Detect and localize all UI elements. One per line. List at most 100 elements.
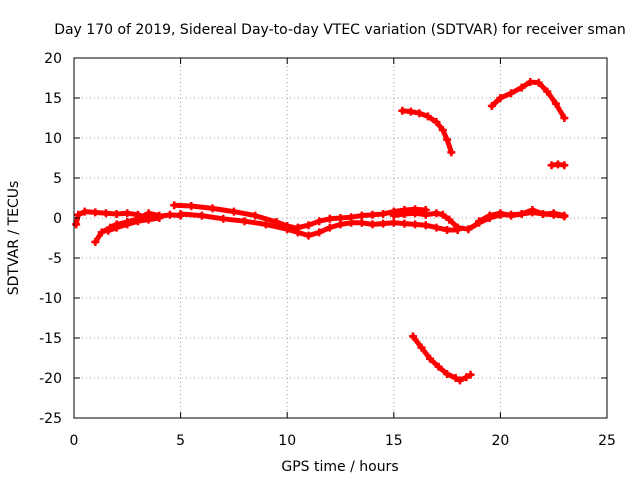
data-point bbox=[496, 209, 505, 218]
series-trace bbox=[489, 79, 567, 121]
data-point bbox=[411, 209, 420, 218]
data-point bbox=[432, 209, 441, 218]
data-point bbox=[400, 210, 409, 218]
data-point bbox=[325, 214, 334, 223]
data-point bbox=[187, 202, 196, 210]
data-point bbox=[379, 219, 388, 228]
data-point bbox=[144, 215, 153, 224]
data-point bbox=[539, 210, 548, 218]
data-point bbox=[400, 219, 409, 228]
data-point bbox=[208, 204, 217, 213]
series-trace bbox=[178, 211, 461, 239]
data-point bbox=[80, 207, 89, 216]
data-point bbox=[240, 217, 249, 226]
series-arc-11 bbox=[547, 160, 569, 170]
x-tick-label: 15 bbox=[385, 433, 403, 449]
data-point bbox=[443, 135, 452, 144]
data-point bbox=[368, 210, 377, 219]
data-point bbox=[432, 118, 441, 126]
y-tick-label: 15 bbox=[44, 91, 62, 107]
grid bbox=[74, 58, 607, 418]
data-point bbox=[155, 214, 164, 222]
data-point bbox=[475, 217, 484, 226]
series-arc-5 bbox=[176, 210, 462, 240]
data-point bbox=[379, 210, 388, 218]
data-point bbox=[415, 109, 424, 118]
data-point bbox=[447, 148, 456, 157]
data-point bbox=[101, 209, 110, 218]
y-tick-label: 10 bbox=[44, 131, 62, 147]
data-point bbox=[170, 201, 179, 210]
data-point bbox=[453, 223, 462, 232]
data-point bbox=[357, 211, 366, 220]
data-point bbox=[551, 99, 560, 108]
data-point bbox=[91, 238, 100, 246]
data-point bbox=[357, 218, 366, 227]
data-point bbox=[549, 209, 558, 218]
data-point bbox=[408, 332, 417, 341]
data-point bbox=[438, 210, 447, 219]
data-point bbox=[229, 207, 238, 216]
data-point bbox=[517, 210, 526, 218]
data-point bbox=[315, 217, 324, 226]
y-tick-label: -10 bbox=[39, 291, 62, 307]
data-point bbox=[421, 221, 430, 230]
data-point bbox=[434, 362, 443, 371]
data-point bbox=[560, 114, 569, 122]
data-point bbox=[496, 94, 505, 102]
x-tick-label: 10 bbox=[278, 433, 296, 449]
data-point bbox=[347, 213, 356, 222]
data-point bbox=[304, 221, 313, 230]
data-point bbox=[507, 89, 516, 98]
series-trace bbox=[410, 333, 474, 383]
data-point bbox=[97, 228, 106, 237]
data-point bbox=[443, 226, 452, 234]
data-point bbox=[534, 78, 543, 87]
data-point bbox=[411, 220, 420, 229]
x-axis-label: GPS time / hours bbox=[281, 459, 398, 475]
data-point bbox=[123, 220, 132, 229]
data-point bbox=[426, 354, 435, 363]
data-point bbox=[455, 376, 464, 385]
data-point bbox=[421, 210, 430, 219]
y-tick-label: -25 bbox=[39, 411, 62, 427]
series-arc-9 bbox=[398, 106, 456, 157]
data-point bbox=[432, 223, 441, 232]
data-point bbox=[283, 225, 292, 234]
series-arc-10 bbox=[487, 78, 569, 122]
series-arc-8 bbox=[475, 206, 569, 226]
data-point bbox=[517, 83, 526, 92]
axis-ticks: 0 5 10 15 20 25 -25 -20 -15 -10 -5 0 5 10 15 20 bbox=[39, 51, 616, 449]
data-point bbox=[526, 78, 535, 86]
data-point bbox=[133, 217, 142, 226]
data-point bbox=[438, 126, 447, 134]
data-point bbox=[72, 220, 81, 229]
data-point bbox=[445, 215, 454, 224]
data-point bbox=[165, 210, 174, 219]
data-point bbox=[543, 87, 552, 96]
data-point bbox=[74, 210, 83, 219]
data-point bbox=[315, 228, 324, 237]
data-point bbox=[197, 211, 206, 220]
data-point bbox=[485, 211, 494, 220]
series-arc-6 bbox=[293, 205, 430, 232]
data-series bbox=[72, 78, 569, 385]
data-point bbox=[293, 223, 302, 232]
data-point bbox=[464, 225, 473, 234]
y-axis-label: SDTVAR / TECUs bbox=[6, 181, 22, 296]
chart-title: Day 170 of 2019, Sidereal Day-to-day VTE… bbox=[54, 22, 626, 38]
series-arc-12 bbox=[408, 332, 475, 385]
data-point bbox=[112, 210, 121, 218]
data-point bbox=[104, 226, 113, 235]
data-point bbox=[560, 211, 569, 220]
data-point bbox=[91, 208, 100, 217]
data-point bbox=[507, 211, 516, 220]
data-point bbox=[528, 206, 537, 214]
x-tick-label: 5 bbox=[176, 433, 185, 449]
data-point bbox=[251, 211, 260, 220]
data-point bbox=[219, 214, 228, 223]
series-arc-3 bbox=[104, 214, 164, 235]
x-tick-label: 20 bbox=[491, 433, 509, 449]
data-point bbox=[261, 220, 270, 229]
